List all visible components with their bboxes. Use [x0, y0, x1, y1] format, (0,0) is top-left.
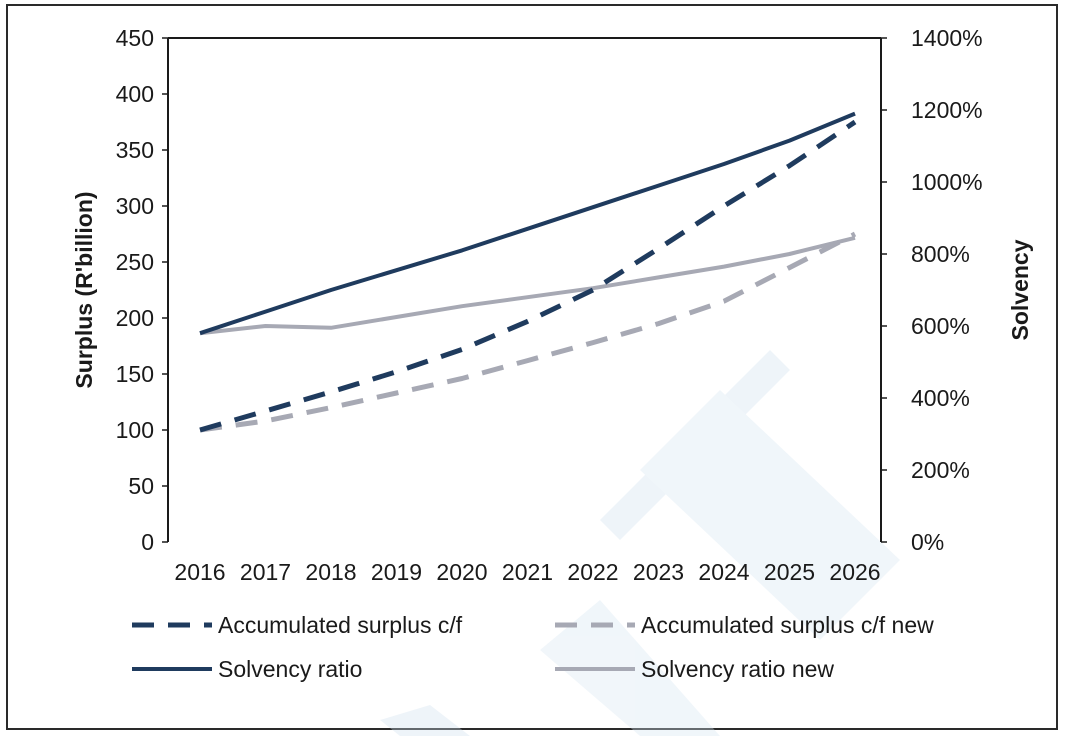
legend-label-2: Solvency ratio: [218, 656, 362, 682]
x-tick-label: 2024: [698, 559, 749, 585]
right-tick-label: 1000%: [911, 169, 983, 195]
legend-label-1: Accumulated surplus c/f new: [641, 612, 934, 638]
legend-label-0: Accumulated surplus c/f: [218, 612, 463, 638]
right-tick-label: 600%: [911, 313, 970, 339]
legend: Accumulated surplus c/f Accumulated surpl…: [132, 612, 934, 682]
x-tick-label: 2021: [502, 559, 553, 585]
right-tick-label: 200%: [911, 457, 970, 483]
left-tick-label: 100: [116, 417, 154, 443]
chart-frame: [6, 4, 1058, 730]
x-tick-label: 2025: [764, 559, 815, 585]
legend-label-3: Solvency ratio new: [641, 656, 834, 682]
left-tick-label: 150: [116, 361, 154, 387]
left-tick-label: 400: [116, 81, 154, 107]
series-line-0: [199, 119, 857, 433]
x-tick-label: 2017: [240, 559, 291, 585]
x-axis-ticks: 2016 2017 2018 2019 2020 2021 2022 2023 2024 2025…: [174, 559, 880, 585]
left-tick-label: 200: [116, 305, 154, 331]
left-tick-label: 250: [116, 249, 154, 275]
series-line-3: [199, 235, 856, 336]
left-tick-label: 450: [116, 25, 154, 51]
series-line-2: [199, 111, 856, 336]
right-tick-label: 400%: [911, 385, 970, 411]
series-line-1: [199, 231, 857, 433]
series-layer: [199, 111, 857, 433]
right-y-axis-ticks: 0% 200% 400% 600% 800% 1000% 1200% 1400%: [881, 25, 983, 555]
right-tick-label: 1400%: [911, 25, 983, 51]
x-tick-label: 2023: [633, 559, 684, 585]
right-tick-label: 1200%: [911, 97, 983, 123]
x-tick-label: 2026: [829, 559, 880, 585]
left-tick-label: 300: [116, 193, 154, 219]
right-tick-label: 800%: [911, 241, 970, 267]
left-y-axis-ticks: 0 50 100 150 200 250 300 350 400 450: [116, 25, 168, 555]
left-tick-label: 0: [141, 529, 154, 555]
x-tick-label: 2022: [567, 559, 618, 585]
x-tick-label: 2019: [371, 559, 422, 585]
right-axis-title: Solvency: [1007, 239, 1033, 340]
x-tick-label: 2016: [174, 559, 225, 585]
left-axis-title: Surplus (R'billion): [71, 191, 97, 388]
x-tick-label: 2020: [436, 559, 487, 585]
x-tick-label: 2018: [305, 559, 356, 585]
left-tick-label: 350: [116, 137, 154, 163]
right-tick-label: 0%: [911, 529, 944, 555]
left-tick-label: 50: [128, 473, 154, 499]
